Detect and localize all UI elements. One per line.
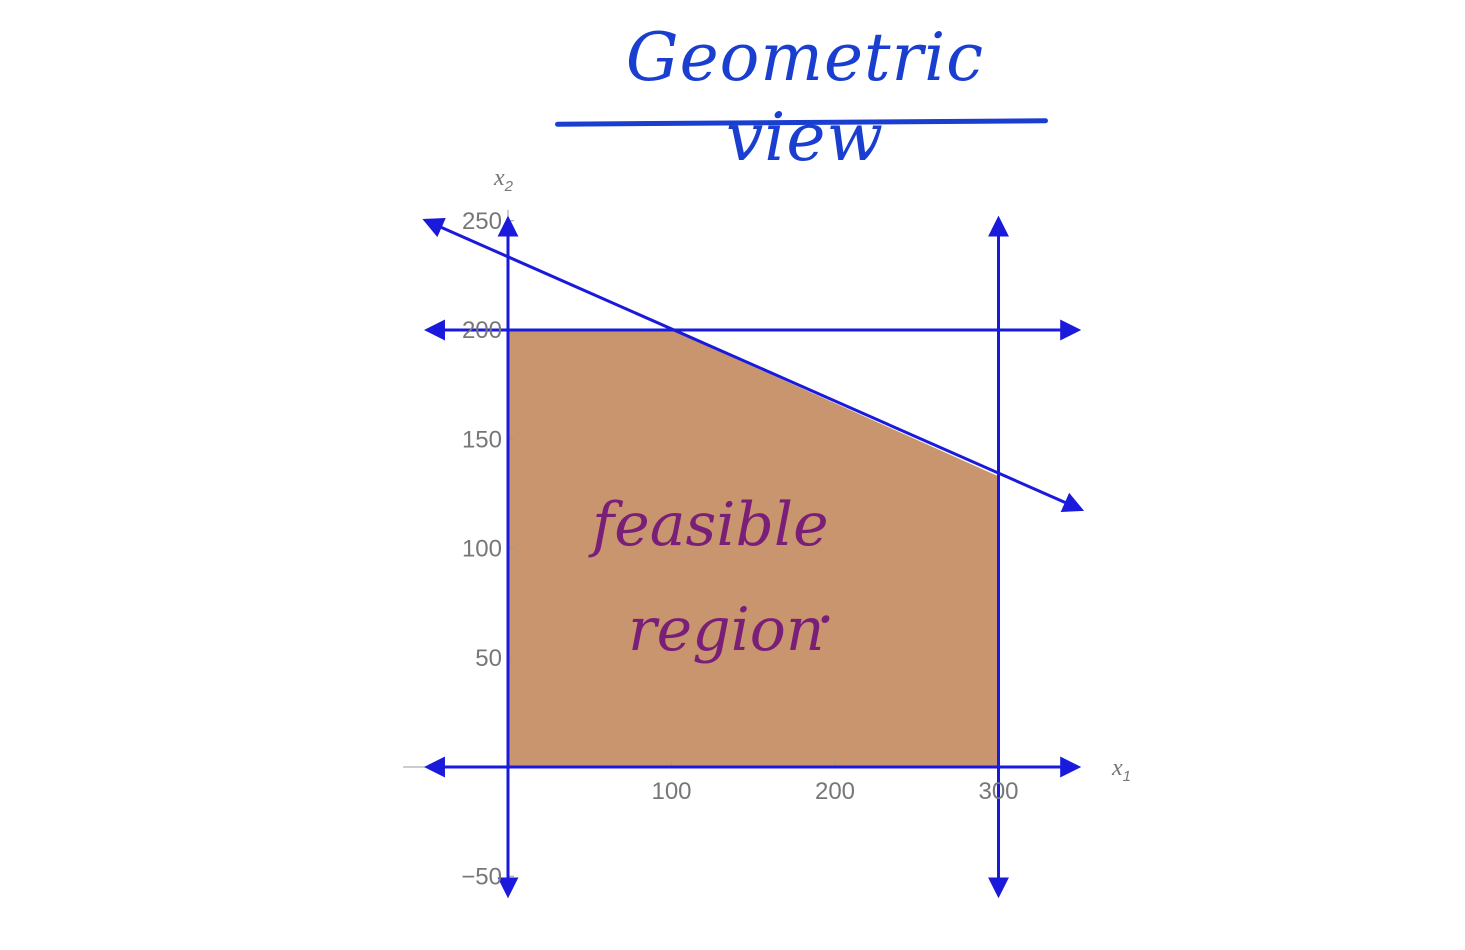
x-tick-label: 200: [815, 778, 855, 805]
y-axis-label: x2: [493, 165, 514, 195]
x-tick-label: 300: [978, 778, 1018, 805]
y-tick-label: −50: [461, 863, 502, 890]
y-tick-label: 250: [462, 208, 502, 235]
annotation-region: region: [628, 595, 825, 665]
annotation-dot: ·: [816, 585, 835, 655]
y-tick-label: 100: [462, 536, 502, 563]
y-tick-label: 150: [462, 426, 502, 453]
y-tick-label: 200: [462, 317, 502, 344]
constraint-line-sloped: [422, 217, 1085, 512]
y-tick-label: 50: [475, 645, 502, 672]
page-title: Geometric view: [625, 19, 985, 176]
x-axis-label: x1: [1111, 755, 1131, 785]
x-tick-label: 100: [651, 778, 691, 805]
annotation-feasible: feasible: [588, 490, 829, 560]
